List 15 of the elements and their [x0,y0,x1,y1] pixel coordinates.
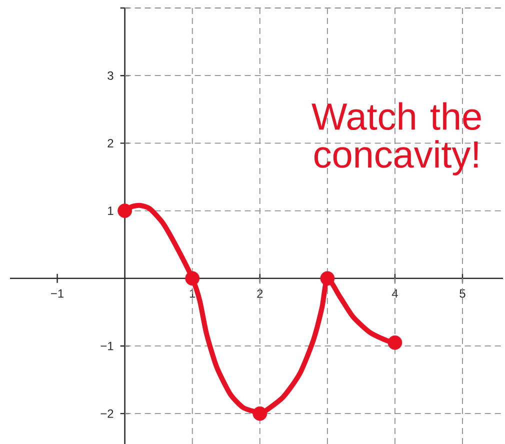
point [252,406,268,421]
x-tick-label: −1 [51,289,64,298]
y-tick-label: 3 [108,71,114,80]
point [320,271,335,286]
point [185,271,200,286]
y-tick-label: −2 [100,409,114,418]
x-tick-label: 2 [257,289,263,298]
annotation: Watch the concavity! [312,102,481,176]
y-tick-label: 2 [108,139,114,148]
point [388,335,402,350]
y-tick-label: 1 [108,206,114,215]
x-tick-label: 4 [392,289,398,298]
y-tick-label: −1 [100,342,114,350]
x-tick-label: 5 [460,289,466,298]
point [118,204,132,218]
